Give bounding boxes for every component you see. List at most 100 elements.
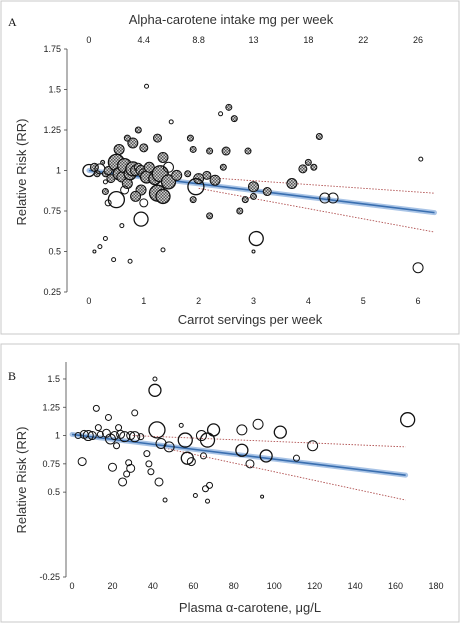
data-point xyxy=(102,179,108,185)
data-point xyxy=(225,103,233,111)
x-tick-label: 2 xyxy=(196,296,201,306)
data-point xyxy=(120,185,130,195)
data-point xyxy=(189,196,197,204)
top-tick-label: 18 xyxy=(303,35,313,45)
data-point xyxy=(134,126,142,134)
data-point xyxy=(248,181,259,193)
data-point xyxy=(111,257,117,263)
data-point xyxy=(107,462,117,472)
data-point xyxy=(244,147,252,155)
data-point xyxy=(131,409,139,417)
x-tick-label: 180 xyxy=(428,581,443,591)
data-point xyxy=(113,143,125,155)
data-point xyxy=(206,481,214,489)
y-tick-label: 1.75 xyxy=(43,44,61,54)
y-tick-label: 1 xyxy=(56,166,61,176)
top-tick-label: 26 xyxy=(413,35,423,45)
data-point xyxy=(115,424,123,432)
panel-a-letter: A xyxy=(8,15,17,29)
data-point xyxy=(101,188,109,196)
top-tick-label: 22 xyxy=(358,35,368,45)
data-point xyxy=(96,430,104,438)
data-point xyxy=(87,431,97,441)
data-point xyxy=(192,493,198,499)
data-point xyxy=(77,457,87,467)
data-point xyxy=(184,170,192,178)
x-tick-label: 6 xyxy=(416,296,421,306)
panel-b-plot: -0.25 0.5 0.75 1 1.25 1.5 0 20 40 60 80 100 120 140 16… xyxy=(39,362,443,591)
x-tick-label: 100 xyxy=(267,581,282,591)
data-point xyxy=(92,404,100,412)
data-point xyxy=(107,191,126,209)
data-point xyxy=(286,177,298,189)
data-point xyxy=(94,424,102,432)
data-point xyxy=(206,423,221,437)
data-point xyxy=(126,463,136,473)
data-point xyxy=(327,192,339,204)
data-point xyxy=(103,166,113,175)
x-tick-label: 0 xyxy=(70,581,75,591)
data-point xyxy=(400,412,416,428)
panel-a-x-axis-label: Carrot servings per week xyxy=(178,312,323,327)
data-point xyxy=(162,497,168,503)
data-point xyxy=(101,428,111,438)
panel-b-letter: B xyxy=(8,369,16,383)
data-point xyxy=(82,430,94,442)
data-point xyxy=(248,230,264,247)
data-point xyxy=(252,418,264,430)
x-tick-label: 40 xyxy=(148,581,158,591)
data-point xyxy=(127,258,133,264)
data-point xyxy=(221,146,231,156)
data-point xyxy=(144,83,150,89)
data-point xyxy=(133,211,149,227)
x-tick-label: 3 xyxy=(251,296,256,306)
x-tick-label: 60 xyxy=(188,581,198,591)
panel-a-frame xyxy=(0,0,460,335)
data-point xyxy=(310,163,318,171)
data-point xyxy=(262,187,272,197)
data-point xyxy=(206,212,214,220)
data-point xyxy=(241,196,249,204)
data-point xyxy=(113,442,121,450)
data-point xyxy=(152,376,158,382)
data-point xyxy=(119,223,125,229)
data-point xyxy=(236,424,248,436)
data-point xyxy=(219,163,227,171)
ci-lower-line xyxy=(198,187,435,233)
data-point xyxy=(155,188,171,205)
panel-a-y-axis-label: Relative Risk (RR) xyxy=(14,119,29,226)
data-point xyxy=(189,145,197,153)
x-tick-label: 120 xyxy=(307,581,322,591)
data-point xyxy=(148,421,166,439)
data-point xyxy=(171,169,183,181)
data-point xyxy=(123,470,131,478)
data-point xyxy=(139,143,149,153)
data-point xyxy=(153,133,163,143)
top-tick-label: 0 xyxy=(86,35,91,45)
data-point xyxy=(251,249,256,254)
top-tick-label: 8.8 xyxy=(192,35,205,45)
y-tick-label: 0.75 xyxy=(42,459,60,469)
top-tick-label: 13 xyxy=(248,35,258,45)
data-point xyxy=(187,178,205,196)
data-point xyxy=(123,134,131,142)
data-point xyxy=(209,174,221,186)
data-point xyxy=(160,247,166,253)
data-point xyxy=(186,457,196,467)
data-point xyxy=(218,111,224,117)
data-point xyxy=(137,433,145,441)
y-tick-label: 0.25 xyxy=(43,287,61,297)
data-point xyxy=(143,450,151,458)
data-point xyxy=(145,460,153,468)
data-point xyxy=(201,485,209,493)
data-point xyxy=(118,477,128,487)
data-point xyxy=(168,119,174,125)
data-point xyxy=(273,425,287,439)
x-tick-label: 160 xyxy=(388,581,403,591)
data-point xyxy=(97,244,103,250)
data-point xyxy=(186,134,194,142)
data-point xyxy=(163,441,175,453)
data-point xyxy=(127,137,139,149)
top-tick-label: 4.4 xyxy=(138,35,151,45)
data-point xyxy=(292,454,300,462)
